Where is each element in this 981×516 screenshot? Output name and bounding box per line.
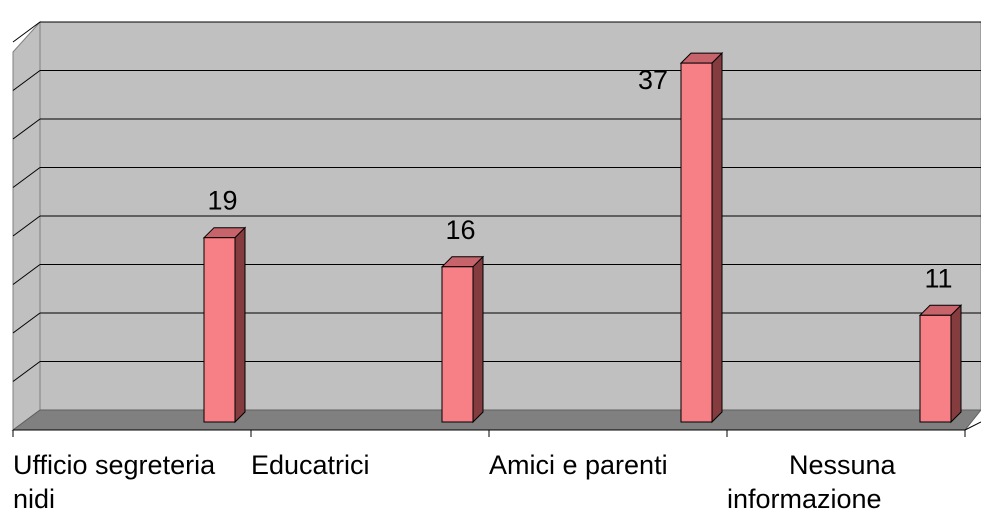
data-label: 19 — [207, 186, 237, 216]
floor — [11, 409, 981, 431]
gridline-side — [12, 215, 41, 237]
gridline-side — [12, 167, 41, 188]
gridline-side — [12, 70, 41, 91]
x-axis-end — [964, 421, 981, 431]
gridline-side — [12, 264, 41, 285]
bar-side — [950, 304, 962, 424]
gridline-side — [12, 312, 41, 334]
gridline-side — [12, 21, 41, 43]
bar-side — [234, 226, 246, 424]
data-label: 11 — [924, 263, 952, 293]
bar — [680, 62, 713, 423]
category-label-amici: Amici e parenti — [489, 450, 668, 480]
bar — [919, 314, 952, 423]
data-label: 37 — [638, 65, 668, 95]
bar-side — [711, 51, 723, 424]
gridline-side — [12, 361, 41, 382]
category-label-ufficio-2: nidi — [13, 484, 56, 514]
category-label-educatrici: Educatrici — [251, 450, 370, 480]
bar — [203, 237, 236, 423]
gridline-side — [12, 118, 41, 140]
bar — [441, 266, 474, 423]
category-label-nessuna-1: Nessuna — [789, 450, 896, 480]
data-label: 16 — [445, 215, 475, 245]
bar-side — [472, 255, 484, 424]
category-label-nessuna-2: informazione — [727, 484, 882, 514]
category-label-ufficio-1: Ufficio segreteria — [13, 450, 216, 480]
